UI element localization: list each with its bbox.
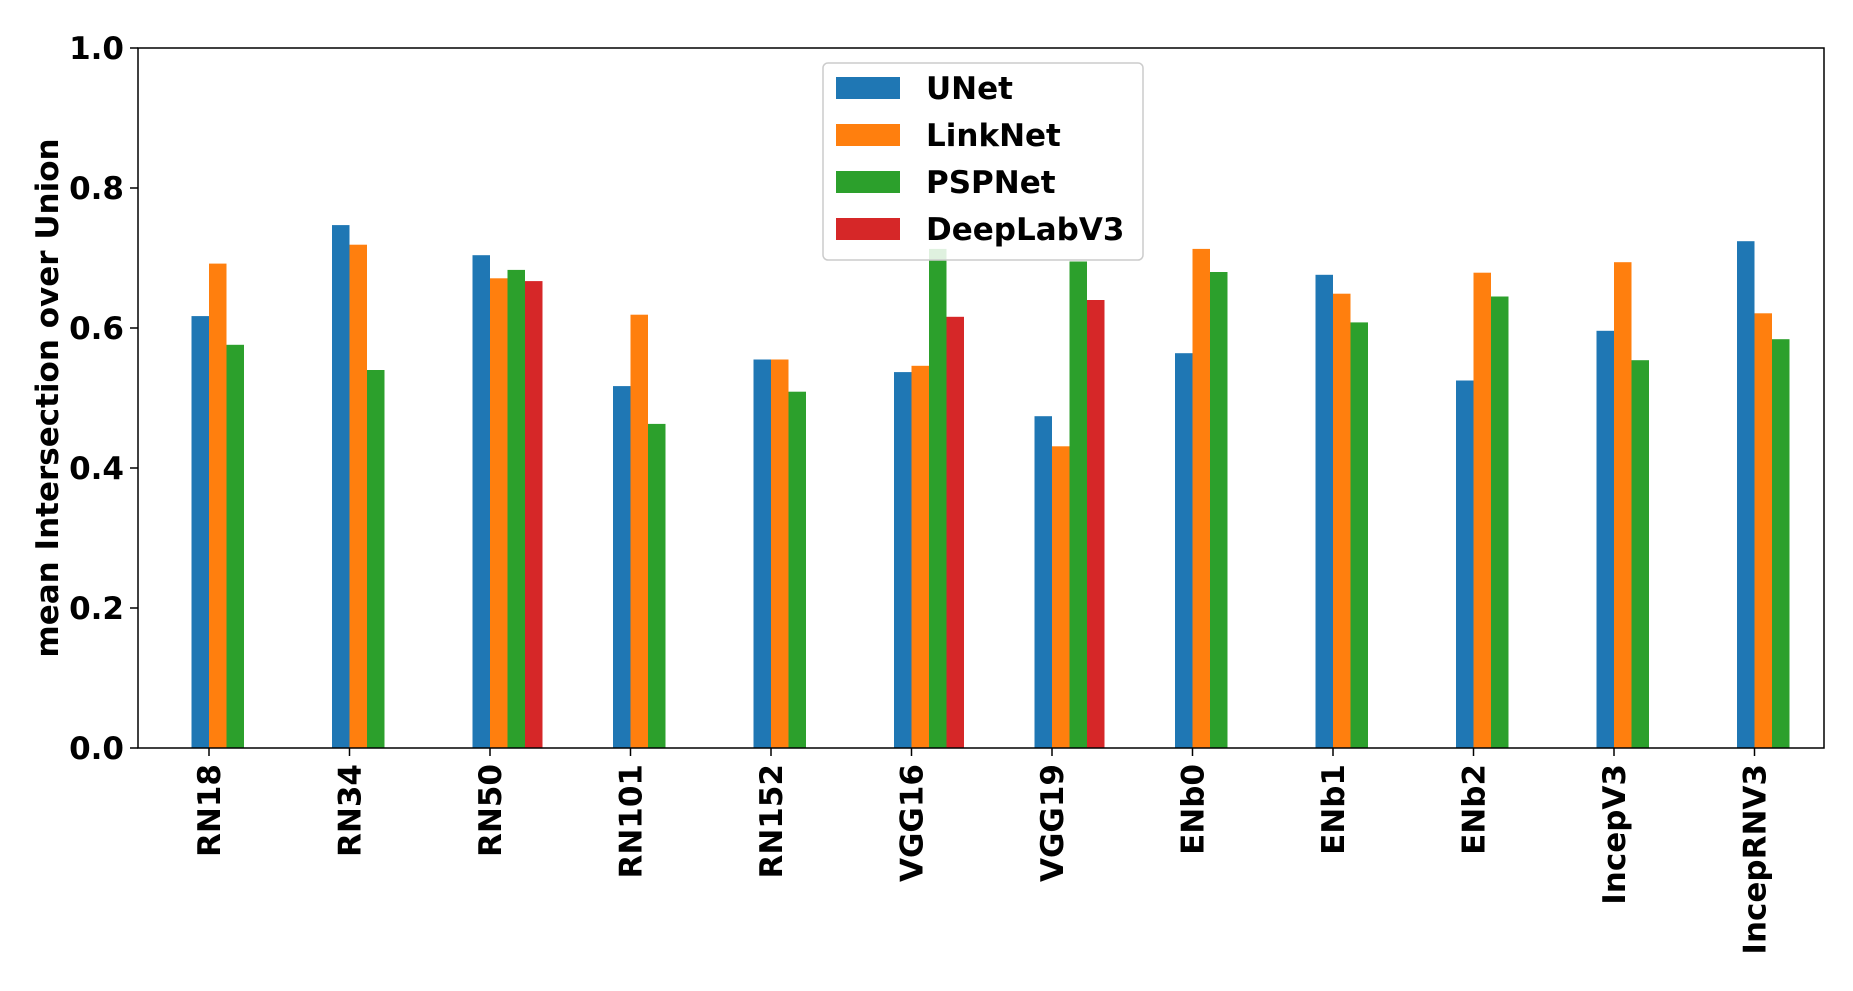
plot-frame xyxy=(137,47,1825,749)
bar-pspnet-rn34 xyxy=(367,370,385,748)
legend-label-unet: UNet xyxy=(926,71,1013,107)
bar-linknet-rn18 xyxy=(209,263,227,748)
bar-pspnet-rn152 xyxy=(788,391,806,748)
bar-unet-rn34 xyxy=(332,225,350,749)
bar-linknet-vgg19 xyxy=(1052,446,1070,748)
y-tick-label: 0.4 xyxy=(69,451,124,487)
x-tick-label: IncepV3 xyxy=(1597,764,1633,905)
bar-unet-enb1 xyxy=(1315,274,1333,748)
bar-linknet-vgg16 xyxy=(911,365,929,748)
x-tick-label: IncepRNV3 xyxy=(1738,764,1774,955)
bar-linknet-enb1 xyxy=(1333,293,1351,748)
bar-pspnet-vgg16 xyxy=(929,248,947,748)
bar-unet-rn50 xyxy=(472,255,490,748)
y-tick-label: 1.0 xyxy=(69,31,124,67)
x-tick-label: RN152 xyxy=(754,764,790,879)
legend-swatch-unet xyxy=(836,77,900,99)
bar-unet-rn101 xyxy=(613,386,631,748)
legend-box xyxy=(822,62,1144,261)
bars-group xyxy=(191,225,1790,749)
x-tick-label: VGG16 xyxy=(895,764,931,882)
y-tick-label: 0.8 xyxy=(69,171,124,207)
bar-linknet-rn152 xyxy=(771,359,789,748)
legend-label-linknet: LinkNet xyxy=(926,118,1061,154)
x-tick-label: RN101 xyxy=(614,764,650,879)
x-tick-label: VGG19 xyxy=(1035,764,1071,882)
bar-pspnet-inceprnv3 xyxy=(1772,339,1790,748)
bar-pspnet-incepv3 xyxy=(1631,360,1649,748)
x-axis: RN18 RN34 RN50 RN101 RN152 VGG16 VGG19 ENb0 ENb1… xyxy=(192,748,1774,955)
bar-pspnet-enb1 xyxy=(1350,322,1368,748)
y-tick-label: 0.2 xyxy=(69,591,124,627)
x-tick-label: ENb0 xyxy=(1176,764,1212,855)
x-tick-label: ENb1 xyxy=(1316,764,1352,855)
bar-linknet-enb2 xyxy=(1473,272,1491,748)
bar-unet-enb0 xyxy=(1175,353,1193,748)
bar-deeplabv3-vgg19 xyxy=(1087,300,1105,748)
x-tick-label: RN50 xyxy=(473,764,509,857)
legend-swatch-pspnet xyxy=(836,171,900,193)
bar-unet-vgg16 xyxy=(894,372,912,748)
bar-deeplabv3-vgg16 xyxy=(946,316,964,748)
bar-linknet-inceprnv3 xyxy=(1754,313,1772,748)
bar-pspnet-rn101 xyxy=(648,423,666,748)
y-axis-label: mean Intersection over Union xyxy=(30,138,66,657)
y-axis: 0.0 0.2 0.4 0.6 0.8 1.0 xyxy=(69,31,138,767)
y-tick-label: 0.0 xyxy=(69,731,124,767)
bar-pspnet-rn50 xyxy=(507,269,525,748)
bar-unet-rn18 xyxy=(191,316,209,748)
bar-linknet-incepv3 xyxy=(1614,262,1632,748)
bar-linknet-rn50 xyxy=(490,278,508,748)
legend: UNet LinkNet PSPNet DeepLabV3 xyxy=(822,62,1144,261)
bar-linknet-enb0 xyxy=(1192,248,1210,748)
bar-pspnet-enb2 xyxy=(1491,296,1509,748)
bar-pspnet-vgg19 xyxy=(1069,261,1087,748)
legend-swatch-deeplabv3 xyxy=(836,218,900,240)
bar-pspnet-enb0 xyxy=(1210,272,1228,748)
bar-unet-rn152 xyxy=(753,359,771,748)
bar-deeplabv3-rn50 xyxy=(525,281,543,748)
legend-label-deeplabv3: DeepLabV3 xyxy=(926,212,1124,248)
y-tick-label: 0.6 xyxy=(69,311,124,347)
bar-unet-vgg19 xyxy=(1034,416,1052,748)
legend-label-pspnet: PSPNet xyxy=(926,165,1056,201)
bar-unet-incepv3 xyxy=(1596,330,1614,748)
bar-unet-inceprnv3 xyxy=(1737,241,1755,748)
bar-linknet-rn34 xyxy=(349,244,367,748)
bar-linknet-rn101 xyxy=(630,314,648,748)
x-tick-label: RN18 xyxy=(192,764,228,857)
bar-pspnet-rn18 xyxy=(226,344,244,748)
x-tick-label: ENb2 xyxy=(1457,764,1493,855)
bar-unet-enb2 xyxy=(1456,380,1474,748)
legend-swatch-linknet xyxy=(836,124,900,146)
x-tick-label: RN34 xyxy=(333,764,369,857)
